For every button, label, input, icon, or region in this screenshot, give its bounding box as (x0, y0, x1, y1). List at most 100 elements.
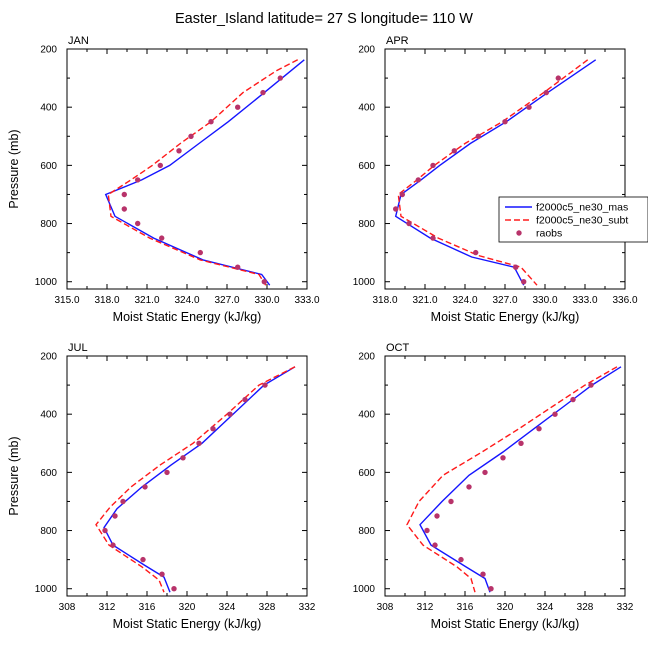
panel-jan: JAN 315.0 318.0 321.0 324.0 327.0 330.0 333.0 20… (7, 35, 320, 324)
raobs-point (488, 586, 494, 592)
raobs-point (552, 411, 558, 417)
plot-frame (384, 355, 626, 597)
x-tick-label: 336.0 (612, 295, 637, 306)
y-tick-label: 400 (40, 410, 57, 421)
raobs-point (555, 75, 561, 81)
x-tick-label: 308 (377, 602, 394, 613)
raobs-point (277, 75, 283, 81)
raobs-point (415, 177, 421, 183)
y-tick-label: 600 (40, 161, 57, 172)
raobs-point (242, 396, 248, 403)
plot-frame (66, 355, 308, 597)
x-tick-label: 333.0 (294, 295, 319, 306)
x-tick-label: 308 (59, 602, 76, 613)
raobs-point (235, 104, 241, 110)
x-axis-label: Moist Static Energy (kJ/kg) (113, 617, 262, 631)
y-tick-label: 400 (358, 410, 375, 421)
plot-frame (384, 48, 626, 290)
x-tick-label: 316 (139, 602, 156, 613)
series-line-mas (419, 366, 622, 593)
panel-label: JUL (68, 342, 88, 354)
x-tick-label: 328 (259, 602, 276, 613)
raobs-point (197, 249, 203, 256)
x-tick-label: 320 (179, 602, 196, 613)
raobs-point (406, 220, 412, 227)
legend-label: f2000c5_ne30_subt (536, 215, 628, 227)
raobs-point (473, 249, 479, 256)
raobs-point (121, 206, 128, 212)
raobs-point (451, 148, 457, 154)
x-tick-label: 332 (299, 602, 316, 613)
panel-jul: JUL 308 312 316 320 324 328 332 200 400 600 800 1000… (7, 342, 316, 631)
raobs-point (164, 469, 170, 476)
raobs-point (536, 426, 542, 432)
raobs-point (521, 279, 527, 285)
y-tick-label: 800 (358, 526, 375, 537)
panel-label: JAN (68, 35, 89, 47)
raobs-point (102, 527, 108, 534)
x-axis-label: Moist Static Energy (kJ/kg) (431, 617, 580, 631)
raobs-point (140, 556, 146, 563)
y-tick-label: 400 (358, 103, 375, 114)
series-line-subt (397, 59, 589, 286)
y-tick-label: 200 (40, 45, 57, 56)
raobs-point (142, 484, 148, 490)
raobs-point (121, 191, 128, 198)
y-tick-label: 1000 (35, 277, 58, 288)
y-tick-label: 600 (40, 468, 57, 479)
raobs-point (434, 513, 440, 519)
y-tick-label: 600 (358, 468, 375, 479)
raobs-point (196, 440, 202, 446)
x-tick-label: 321.0 (412, 295, 437, 306)
raobs-point (430, 162, 436, 169)
y-tick-label: 200 (40, 352, 57, 363)
y-tick-label: 200 (358, 45, 375, 56)
x-axis-label: Moist Static Energy (kJ/kg) (431, 310, 580, 324)
y-tick-label: 800 (358, 219, 375, 230)
x-tick-label: 330.0 (532, 295, 557, 306)
raobs-point (393, 206, 399, 212)
raobs-point (513, 264, 519, 270)
x-tick-label: 324 (219, 602, 236, 613)
x-tick-label: 327.0 (492, 295, 517, 306)
y-tick-label: 600 (358, 161, 375, 172)
raobs-point (110, 542, 116, 548)
x-tick-label: 333.0 (572, 295, 597, 306)
y-tick-label: 800 (40, 219, 57, 230)
raobs-point (518, 440, 524, 446)
raobs-point (180, 455, 186, 461)
x-axis-label: Moist Static Energy (kJ/kg) (113, 310, 262, 324)
raobs-point (159, 571, 165, 577)
raobs-point (570, 396, 576, 403)
y-axis-label: Pressure (mb) (7, 129, 21, 208)
raobs-point (112, 513, 118, 519)
raobs-point (543, 89, 549, 96)
x-tick-label: 321.0 (134, 295, 159, 306)
raobs-point (260, 89, 266, 96)
panel-oct: OCT 308 312 316 320 324 328 332 200 400 600 800 1000… (353, 342, 634, 631)
raobs-point (210, 426, 216, 432)
y-tick-label: 1000 (353, 584, 376, 595)
raobs-point (500, 455, 506, 461)
panel-label: APR (386, 35, 409, 47)
x-tick-label: 324 (537, 602, 554, 613)
x-tick-label: 328 (577, 602, 594, 613)
raobs-point (466, 484, 472, 490)
y-tick-label: 200 (358, 352, 375, 363)
raobs-point (482, 469, 488, 476)
raobs-point (227, 411, 233, 417)
raobs-point (235, 264, 241, 270)
series-line-mas (104, 59, 305, 286)
x-tick-label: 312 (99, 602, 116, 613)
series-line-mas (103, 366, 296, 593)
legend-label: f2000c5_ne30_mas (536, 202, 628, 214)
raobs-point (261, 279, 267, 285)
raobs-point (188, 133, 194, 139)
x-tick-label: 330.0 (254, 295, 279, 306)
series-line-subt (95, 366, 296, 593)
series-line-subt (406, 366, 618, 593)
panels: JAN 315.0 318.0 321.0 324.0 327.0 330.0 333.0 20… (7, 35, 638, 631)
raobs-point (135, 177, 141, 183)
raobs-point (399, 191, 405, 198)
